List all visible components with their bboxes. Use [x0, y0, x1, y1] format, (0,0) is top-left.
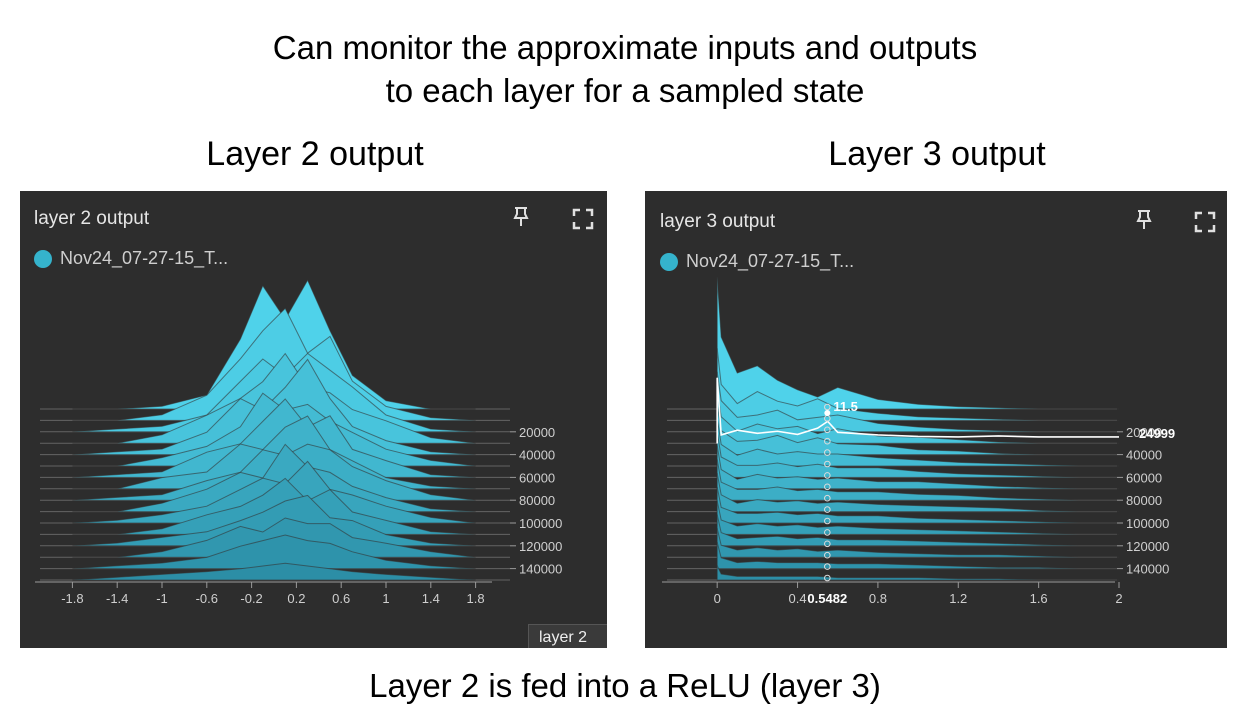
hover-guide-dot: [824, 563, 831, 570]
ridge-90000[interactable]: [716, 473, 1119, 513]
ridge-120000[interactable]: [72, 494, 476, 547]
legend-color-dot: [660, 252, 678, 271]
ridge-60000[interactable]: [716, 431, 1119, 478]
hover-peak-marker: [824, 410, 831, 416]
y-tick-label: 20000: [519, 425, 555, 440]
layer2-legend[interactable]: Nov24_07-27-15_T...: [34, 248, 228, 269]
x-tick-label: 0.8: [869, 591, 887, 606]
hover-guide-dot: [824, 574, 831, 582]
slide-caption: Layer 2 is fed into a ReLU (layer 3): [369, 667, 881, 704]
x-tick-label: 0: [714, 591, 721, 606]
layer2-histogram-chart[interactable]: -1.8 -1.4 -1 -0.6 -0.2 0.2 0.6 1 1.4 1.8 20000 4000…: [20, 191, 607, 648]
ridge-140000[interactable]: [716, 542, 1119, 570]
ridge-10000[interactable]: [72, 307, 476, 421]
x-tick-label: 0.6: [332, 591, 350, 606]
y-tick-label: 40000: [1126, 448, 1162, 463]
x-tick-label: 0.4: [789, 591, 807, 606]
x-tick-label: -0.6: [196, 591, 218, 606]
y-tick-label: 80000: [519, 493, 555, 508]
slide-title-line-2: to each layer for a sampled state: [385, 72, 865, 109]
ridge-150000[interactable]: [716, 565, 1119, 581]
pin-icon[interactable]: [1135, 209, 1153, 236]
layer3-panel: layer 3 output Nov24_07-27-15_T... 0 0.4 0…: [645, 191, 1227, 648]
ridge-120000[interactable]: [716, 514, 1119, 547]
y-tick-label: 40000: [519, 448, 555, 463]
x-tick-label: 1: [382, 591, 389, 606]
x-tick-label: 2: [1115, 591, 1122, 606]
ridge-30000[interactable]: [716, 389, 1119, 444]
hover-guide-dot: [824, 494, 831, 502]
y-tick-label: 140000: [519, 562, 562, 577]
hover-guide-dot: [824, 483, 831, 491]
ridge-50000[interactable]: [716, 417, 1119, 467]
ridge-140000[interactable]: [72, 534, 476, 570]
hover-guide-dot: [824, 460, 831, 468]
layer3-legend[interactable]: Nov24_07-27-15_T...: [660, 251, 854, 272]
y-tick-label: 120000: [519, 539, 562, 554]
x-tick-label: 1.8: [467, 591, 485, 606]
hover-x-label: 0.5482: [807, 591, 847, 606]
hover-guide-dot: [824, 551, 831, 559]
x-tick-label: 1.2: [949, 591, 967, 606]
x-tick-label: -1: [156, 591, 168, 606]
hover-guide-dot: [824, 506, 831, 513]
series-tooltip: layer 2 o: [528, 624, 607, 648]
legend-run-label: Nov24_07-27-15_T...: [60, 248, 229, 268]
hover-guide-dot: [824, 540, 831, 548]
y-tick-label: 120000: [1126, 539, 1169, 554]
y-tick-label: 60000: [519, 470, 555, 485]
layer2-panel-title: layer 2 output: [34, 208, 150, 229]
hover-guide-dot: [824, 517, 831, 525]
hover-guide-dot: [824, 529, 831, 536]
ridge-80000[interactable]: [716, 459, 1119, 501]
hover-guide-dot: [824, 449, 831, 456]
ridge-10000[interactable]: [716, 348, 1119, 421]
y-tick-label: 20000: [1126, 425, 1162, 440]
legend-run-label: Nov24_07-27-15_T...: [686, 251, 855, 271]
y-tick-label: 80000: [1126, 493, 1162, 508]
y-tick-label: 140000: [1126, 562, 1169, 577]
expand-icon[interactable]: [1194, 211, 1216, 233]
x-tick-label: -1.4: [106, 591, 128, 606]
expand-icon[interactable]: [572, 208, 594, 230]
slide-title-line-1: Can monitor the approximate inputs and o…: [272, 29, 978, 66]
layer3-histogram-chart[interactable]: 0 0.4 0.8 1.2 1.6 2 20000 40000 60000 80000 100000…: [645, 191, 1227, 648]
ridge-130000[interactable]: [716, 528, 1119, 558]
ridge-90000[interactable]: [72, 443, 476, 513]
hover-guide-dot: [824, 403, 831, 411]
ridge-40000[interactable]: [716, 404, 1119, 456]
ridge-110000[interactable]: [716, 500, 1119, 535]
y-tick-label: 100000: [1126, 516, 1169, 531]
hover-guide-dot: [824, 426, 831, 434]
ridge-150000[interactable]: [72, 562, 476, 581]
ridge-100000[interactable]: [716, 486, 1119, 524]
layer3-panel-title: layer 3 output: [660, 211, 776, 232]
legend-color-dot: [34, 249, 52, 268]
ridge-70000[interactable]: [716, 445, 1119, 490]
y-tick-label: 60000: [1126, 470, 1162, 485]
x-tick-label: 0.2: [287, 591, 305, 606]
hover-value-label: 11.5: [833, 399, 858, 414]
pin-icon[interactable]: [512, 206, 530, 233]
x-tick-label: 1.4: [422, 591, 440, 606]
x-tick-label: -1.8: [61, 591, 83, 606]
x-tick-label: -0.2: [240, 591, 262, 606]
ridge-0[interactable]: [716, 276, 1119, 410]
y-tick-label: 100000: [519, 516, 562, 531]
x-tick-label: 1.6: [1030, 591, 1048, 606]
right-heading: Layer 3 output: [828, 135, 1046, 173]
left-heading: Layer 2 output: [206, 135, 424, 173]
hover-guide-dot: [824, 472, 831, 479]
hover-guide-dot: [824, 437, 831, 445]
layer2-panel: layer 2 output Nov24_07-27-15_T... -1.8-…: [20, 191, 607, 648]
hover-step-label: 24999: [1139, 426, 1175, 441]
